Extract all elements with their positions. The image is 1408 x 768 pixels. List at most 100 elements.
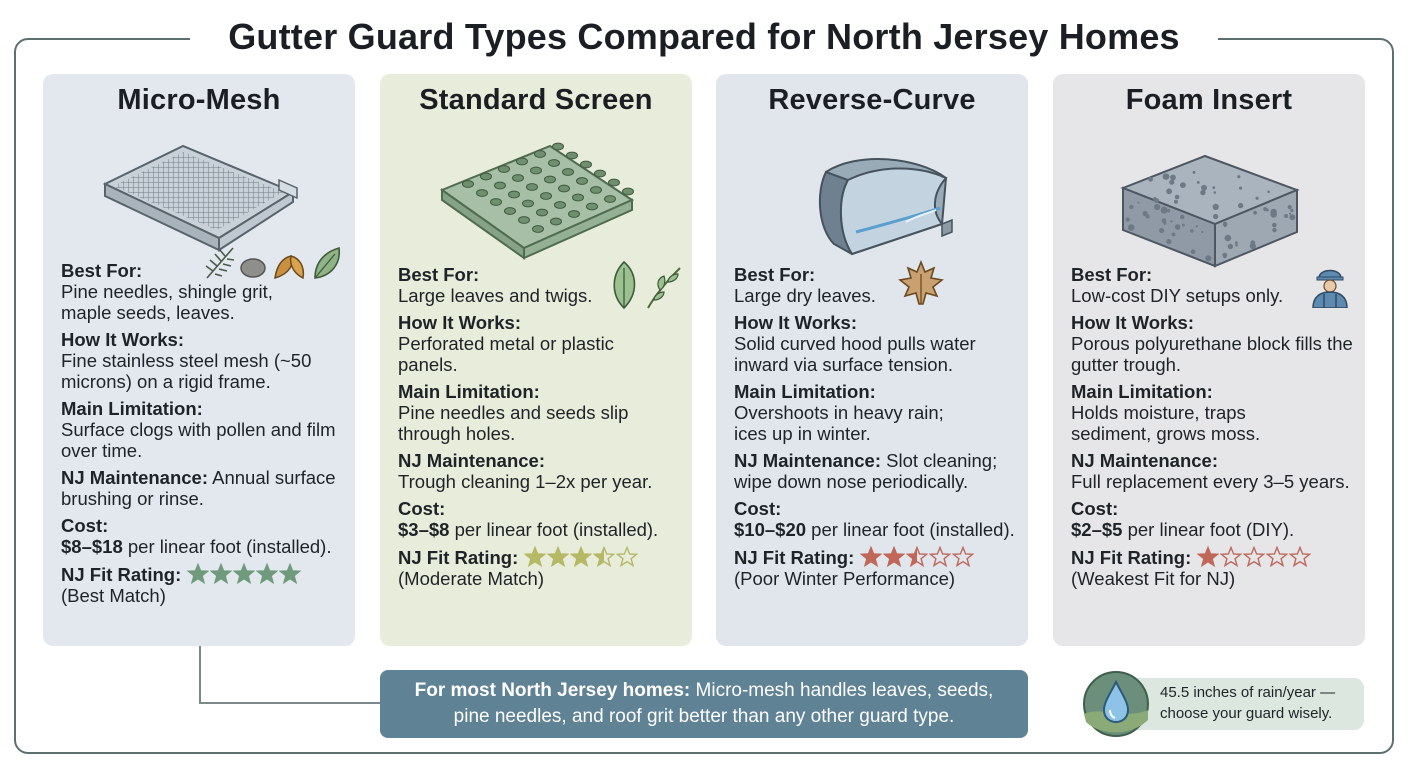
best-for-text: Large leaves and twigs. (398, 285, 593, 306)
rainfall-line1: 45.5 inches of rain/year — (1160, 684, 1336, 701)
maint-label: NJ Maintenance: (734, 450, 882, 471)
best-for-text: Pine needles, shingle grit, maple seeds,… (61, 281, 273, 323)
star-filled-icon (210, 563, 233, 585)
card-foam-insert: Foam Insert Best For: Low-cost DIY setup… (1053, 74, 1365, 646)
maple-leaf-icon (898, 260, 944, 305)
star-empty-icon (616, 546, 639, 568)
card-standard-screen: Standard Screen Best For: Large leaves a… (380, 74, 692, 646)
cost-label: Cost: (734, 498, 782, 519)
best-for-label: Best For: (398, 264, 480, 285)
connector-line (199, 702, 381, 704)
maint-text: Full replacement every 3–5 years. (1071, 471, 1350, 492)
cost-rest: per linear foot (installed). (454, 519, 659, 540)
maint-text: Slot cleaning; wipe down nose periodical… (734, 450, 998, 492)
maint-text: Trough cleaning 1–2x per year. (398, 471, 653, 492)
limit-label: Main Limitation: (1071, 381, 1213, 402)
cost-label: Cost: (1071, 498, 1119, 519)
rating-stars (187, 563, 302, 585)
how-label: How It Works: (1071, 312, 1194, 333)
limit-text: Overshoots in heavy rain; ices up in win… (734, 402, 944, 444)
star-empty-icon (1220, 546, 1243, 568)
maint-label: NJ Maintenance: (61, 467, 209, 488)
how-label: How It Works: (734, 312, 857, 333)
best-for-text: Large dry leaves. (734, 285, 876, 306)
card-title: Standard Screen (419, 84, 653, 116)
rating-label: NJ Fit Rating: (734, 546, 855, 568)
how-text: Solid curved hood pulls water inward via… (734, 333, 976, 375)
rainfall-note: 45.5 inches of rain/year — choose your g… (1082, 670, 1366, 737)
rating-note: (Moderate Match) (398, 568, 544, 589)
rating-stars (524, 546, 639, 568)
perforated-screen-illustration-icon (439, 142, 635, 260)
recommendation-callout: For most North Jersey homes: Micro-mesh … (380, 670, 1028, 738)
card-title: Reverse-Curve (768, 84, 976, 116)
cost-value: $10–$20 (734, 519, 807, 540)
rating-label: NJ Fit Rating: (1071, 546, 1192, 568)
rating-note: (Best Match) (61, 585, 166, 606)
how-text: Fine stainless steel mesh (~50 microns) … (61, 350, 312, 392)
how-text: Porous polyurethane block fills the gutt… (1071, 333, 1353, 375)
rating-stars (1197, 546, 1312, 568)
card-details: Best For: Large dry leaves. How It Works… (734, 264, 1016, 589)
reverse-curve-illustration-icon (818, 158, 953, 256)
how-label: How It Works: (61, 329, 184, 350)
star-empty-icon (1266, 546, 1289, 568)
star-filled-icon (187, 563, 210, 585)
star-empty-icon (929, 546, 952, 568)
star-filled-icon (279, 563, 302, 585)
rating-label: NJ Fit Rating: (398, 546, 519, 568)
card-reverse-curve: Reverse-Curve Best For: Large dry leaves… (716, 74, 1028, 646)
rainfall-text: 45.5 inches of rain/year — choose your g… (1160, 682, 1360, 724)
cost-label: Cost: (398, 498, 446, 519)
maint-label: NJ Maintenance: (1071, 450, 1219, 471)
connector-line (199, 646, 201, 704)
star-filled-icon (883, 546, 906, 568)
star-filled-icon (547, 546, 570, 568)
debris-icons (205, 246, 340, 280)
leaf-twig-icons (613, 260, 681, 310)
limit-label: Main Limitation: (398, 381, 540, 402)
cost-rest: per linear foot (installed). (127, 536, 332, 557)
star-filled-icon (524, 546, 547, 568)
cost-value: $3–$8 (398, 519, 450, 540)
limit-text: Surface clogs with pollen and film over … (61, 419, 336, 461)
star-filled-icon (860, 546, 883, 568)
rating-note: (Weakest Fit for NJ) (1071, 568, 1236, 589)
star-empty-icon (1289, 546, 1312, 568)
limit-text: Holds moisture, traps sediment, grows mo… (1071, 402, 1261, 444)
limit-label: Main Limitation: (61, 398, 203, 419)
star-half-icon (593, 546, 616, 568)
card-details: Best For: Low-cost DIY setups only. How … (1071, 264, 1353, 589)
best-for-label: Best For: (1071, 264, 1153, 285)
how-label: How It Works: (398, 312, 521, 333)
callout-lead: For most North Jersey homes: (414, 680, 691, 701)
cost-rest: per linear foot (DIY). (1127, 519, 1295, 540)
best-for-label: Best For: (61, 260, 143, 281)
card-micro-mesh: Micro-Mesh Best For: Pine needles, shing… (43, 74, 355, 646)
rating-label: NJ Fit Rating: (61, 563, 182, 585)
star-empty-icon (952, 546, 975, 568)
card-details: Best For: Pine needles, shingle grit, ma… (61, 260, 343, 606)
star-filled-icon (1197, 546, 1220, 568)
maint-text: Annual surface brushing or rinse. (61, 467, 336, 509)
rainfall-pill (1118, 678, 1364, 730)
best-for-text: Low-cost DIY setups only. (1071, 285, 1284, 306)
foam-block-illustration-icon (1120, 154, 1300, 268)
page-title: Gutter Guard Types Compared for North Je… (190, 14, 1218, 60)
cost-value: $8–$18 (61, 536, 123, 557)
how-text: Perforated metal or plastic panels. (398, 333, 614, 375)
best-for-label: Best For: (734, 264, 816, 285)
water-drop-icon (1083, 671, 1149, 737)
star-filled-icon (233, 563, 256, 585)
diy-worker-icon (1312, 269, 1348, 308)
limit-text: Pine needles and seeds slip through hole… (398, 402, 629, 444)
callout-line2: pine needles, and roof grit better than … (453, 706, 955, 727)
rating-stars (860, 546, 975, 568)
rating-note: (Poor Winter Performance) (734, 568, 956, 589)
limit-label: Main Limitation: (734, 381, 876, 402)
callout-line1: Micro-mesh handles leaves, seeds, (695, 680, 994, 701)
card-title: Micro-Mesh (117, 84, 281, 116)
card-details: Best For: Large leaves and twigs. How It… (398, 264, 680, 589)
star-half-icon (906, 546, 929, 568)
star-empty-icon (1243, 546, 1266, 568)
